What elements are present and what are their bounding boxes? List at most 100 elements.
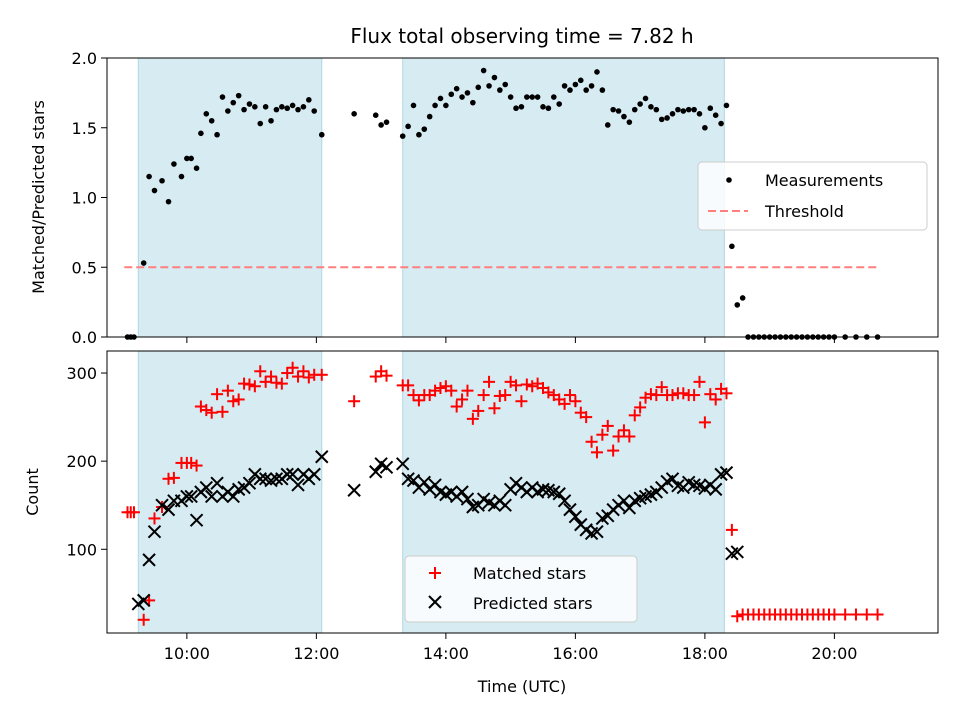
matched-star-point [860,608,873,621]
measurement-point [642,95,649,102]
x-tick-label: 14:00 [423,644,469,663]
measurement-point [459,94,465,100]
matched-star-point [167,471,180,484]
measurement-point [604,122,611,128]
predicted-star-point [557,494,572,508]
matched-star-point [243,378,256,391]
predicted-star-point [730,545,744,559]
y-tick-label: 200 [66,452,97,471]
matched-star-point [655,381,668,394]
matched-star-point [623,430,636,443]
predicted-stars-series [131,450,744,611]
measurement-point [664,115,670,121]
matched-star-point [254,365,267,378]
predicted-star-point [155,498,169,512]
matched-star-point [348,395,361,408]
x-tick-label: 12:00 [293,644,339,663]
matched-star-point [634,401,647,414]
matched-star-point [607,444,620,457]
predicted-star-point [199,480,213,495]
measurement-point [550,94,557,100]
matched-star-point [828,608,841,621]
y-tick-label: 1.5 [72,119,97,138]
predicted-star-point [460,492,475,506]
measurement-point [599,87,606,93]
matched-star-point [450,400,463,413]
predicted-star-point [147,524,162,539]
matched-star-point [221,384,234,397]
matched-star-point [585,435,598,448]
measurement-point [653,106,660,113]
measurement-point [241,106,247,113]
measurement-point [497,87,503,93]
matched-star-point [666,389,679,402]
measurement-point [615,108,622,114]
measurement-point [279,104,285,110]
matched-star-point [429,384,442,397]
predicted-star-point [184,489,198,504]
measurement-point [383,119,390,125]
measurement-point [696,111,703,117]
matched-star-point [302,371,315,384]
matched-star-point [185,456,198,469]
matched-star-point [515,395,528,408]
y-tick-label: 2.0 [72,49,97,68]
predicted-star-point [315,450,329,464]
predicted-star-point [307,467,321,482]
matched-star-point [286,361,299,374]
measurement-point [718,120,724,127]
measurement-point [637,101,643,107]
matched-star-point [200,404,213,417]
y-tick-label: 0.0 [72,328,97,347]
measurement-point [378,122,384,128]
measurement-point [480,67,487,74]
measurement-point [225,108,231,114]
measurement-point [219,94,226,100]
measurement-point [491,74,498,81]
measurement-point [140,260,147,266]
matched-star-point [563,389,576,402]
matched-star-point [617,424,630,437]
matched-star-point [216,405,229,418]
predicted-star-point [210,476,224,490]
top-y-axis: 0.0 0.5 1.0 1.5 2.0 [72,49,107,347]
measurement-point [300,104,307,110]
matched-star-point [628,409,641,422]
measurement-point [648,104,654,110]
predicted-star-point [242,476,257,490]
measurement-point [540,104,546,110]
measurement-point [203,111,210,117]
predicted-star-point [280,467,294,482]
matched-star-point [472,404,485,417]
bottom-legend: Matched stars Predicted stars [404,555,638,623]
legend-matched-marker [429,567,441,579]
matched-star-point [612,430,625,443]
measurement-point [262,104,269,110]
measurement-point [432,102,438,109]
matched-star-point [412,394,425,407]
measurement-point [453,85,460,92]
measurement-point [437,95,444,102]
predicted-star-point [568,509,583,524]
matched-star-point [849,608,862,621]
matched-star-point [275,377,288,390]
measurement-point [621,113,627,120]
measurement-point [416,131,422,138]
legend-matched-label: Matched stars [473,564,586,583]
measurement-point [273,106,280,113]
x-tick-label: 20:00 [811,644,857,663]
measurement-point [165,198,172,205]
measurement-point [284,105,291,112]
measurement-point [707,105,714,112]
measurement-point [193,165,200,172]
measurement-point [507,94,514,100]
top-panel: 0.00.51.01.52.0 Matched/Predicted stars … [29,49,939,347]
matched-star-point [871,608,884,621]
x-axis-label: Time (UTC) [477,677,566,696]
y-tick-label: 300 [66,364,97,383]
matched-star-point [297,365,310,378]
predicted-star-point [269,472,284,486]
x-tick-label: 18:00 [682,644,728,663]
measurement-point [399,133,406,139]
bottom-y-axis: 100 200 300 [66,364,107,559]
